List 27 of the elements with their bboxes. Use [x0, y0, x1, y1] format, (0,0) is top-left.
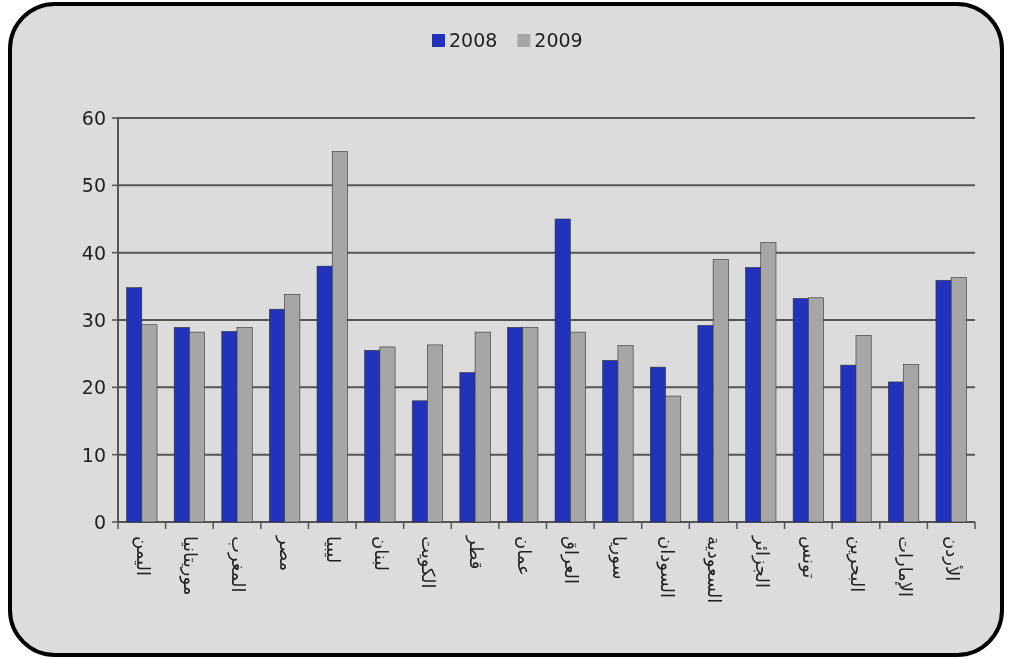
x-tick-label: الجزائر [750, 535, 773, 588]
x-tick-label: عمان [513, 536, 535, 576]
x-tick-label: الأردن [942, 536, 964, 582]
legend-label: 2008 [449, 29, 498, 51]
y-tick-label: 10 [81, 443, 106, 466]
legend-label: 2009 [534, 29, 583, 51]
y-tick-label: 40 [81, 241, 106, 264]
x-tick-label: سوريا [607, 536, 630, 580]
y-tick-label: 50 [81, 174, 106, 197]
y-tick-label: 60 [81, 107, 106, 129]
x-tick-label: العراق [560, 536, 583, 585]
x-tick-label: اليمن [131, 536, 154, 577]
y-tick-label: 0 [93, 511, 106, 533]
x-tick-label: السعودية [703, 536, 726, 604]
x-tick-label: الكويت [417, 536, 440, 589]
x-tick-label: البحرين [845, 536, 868, 593]
x-tick-label: المغرب [227, 536, 250, 593]
x-tick-label: مصر [274, 535, 297, 572]
y-tick-label: 20 [81, 376, 106, 399]
x-tick-label: السودان [655, 536, 678, 599]
x-tick-label: الإمارات [894, 536, 916, 598]
x-tick-label: لبنان [370, 536, 392, 572]
x-tick-label: موريتانيا [179, 536, 202, 596]
x-tick-label: تونس [798, 536, 821, 579]
x-tick-label: ليبيا [323, 536, 345, 564]
x-tick-label: قطر [465, 535, 488, 570]
y-tick-label: 30 [81, 309, 106, 331]
